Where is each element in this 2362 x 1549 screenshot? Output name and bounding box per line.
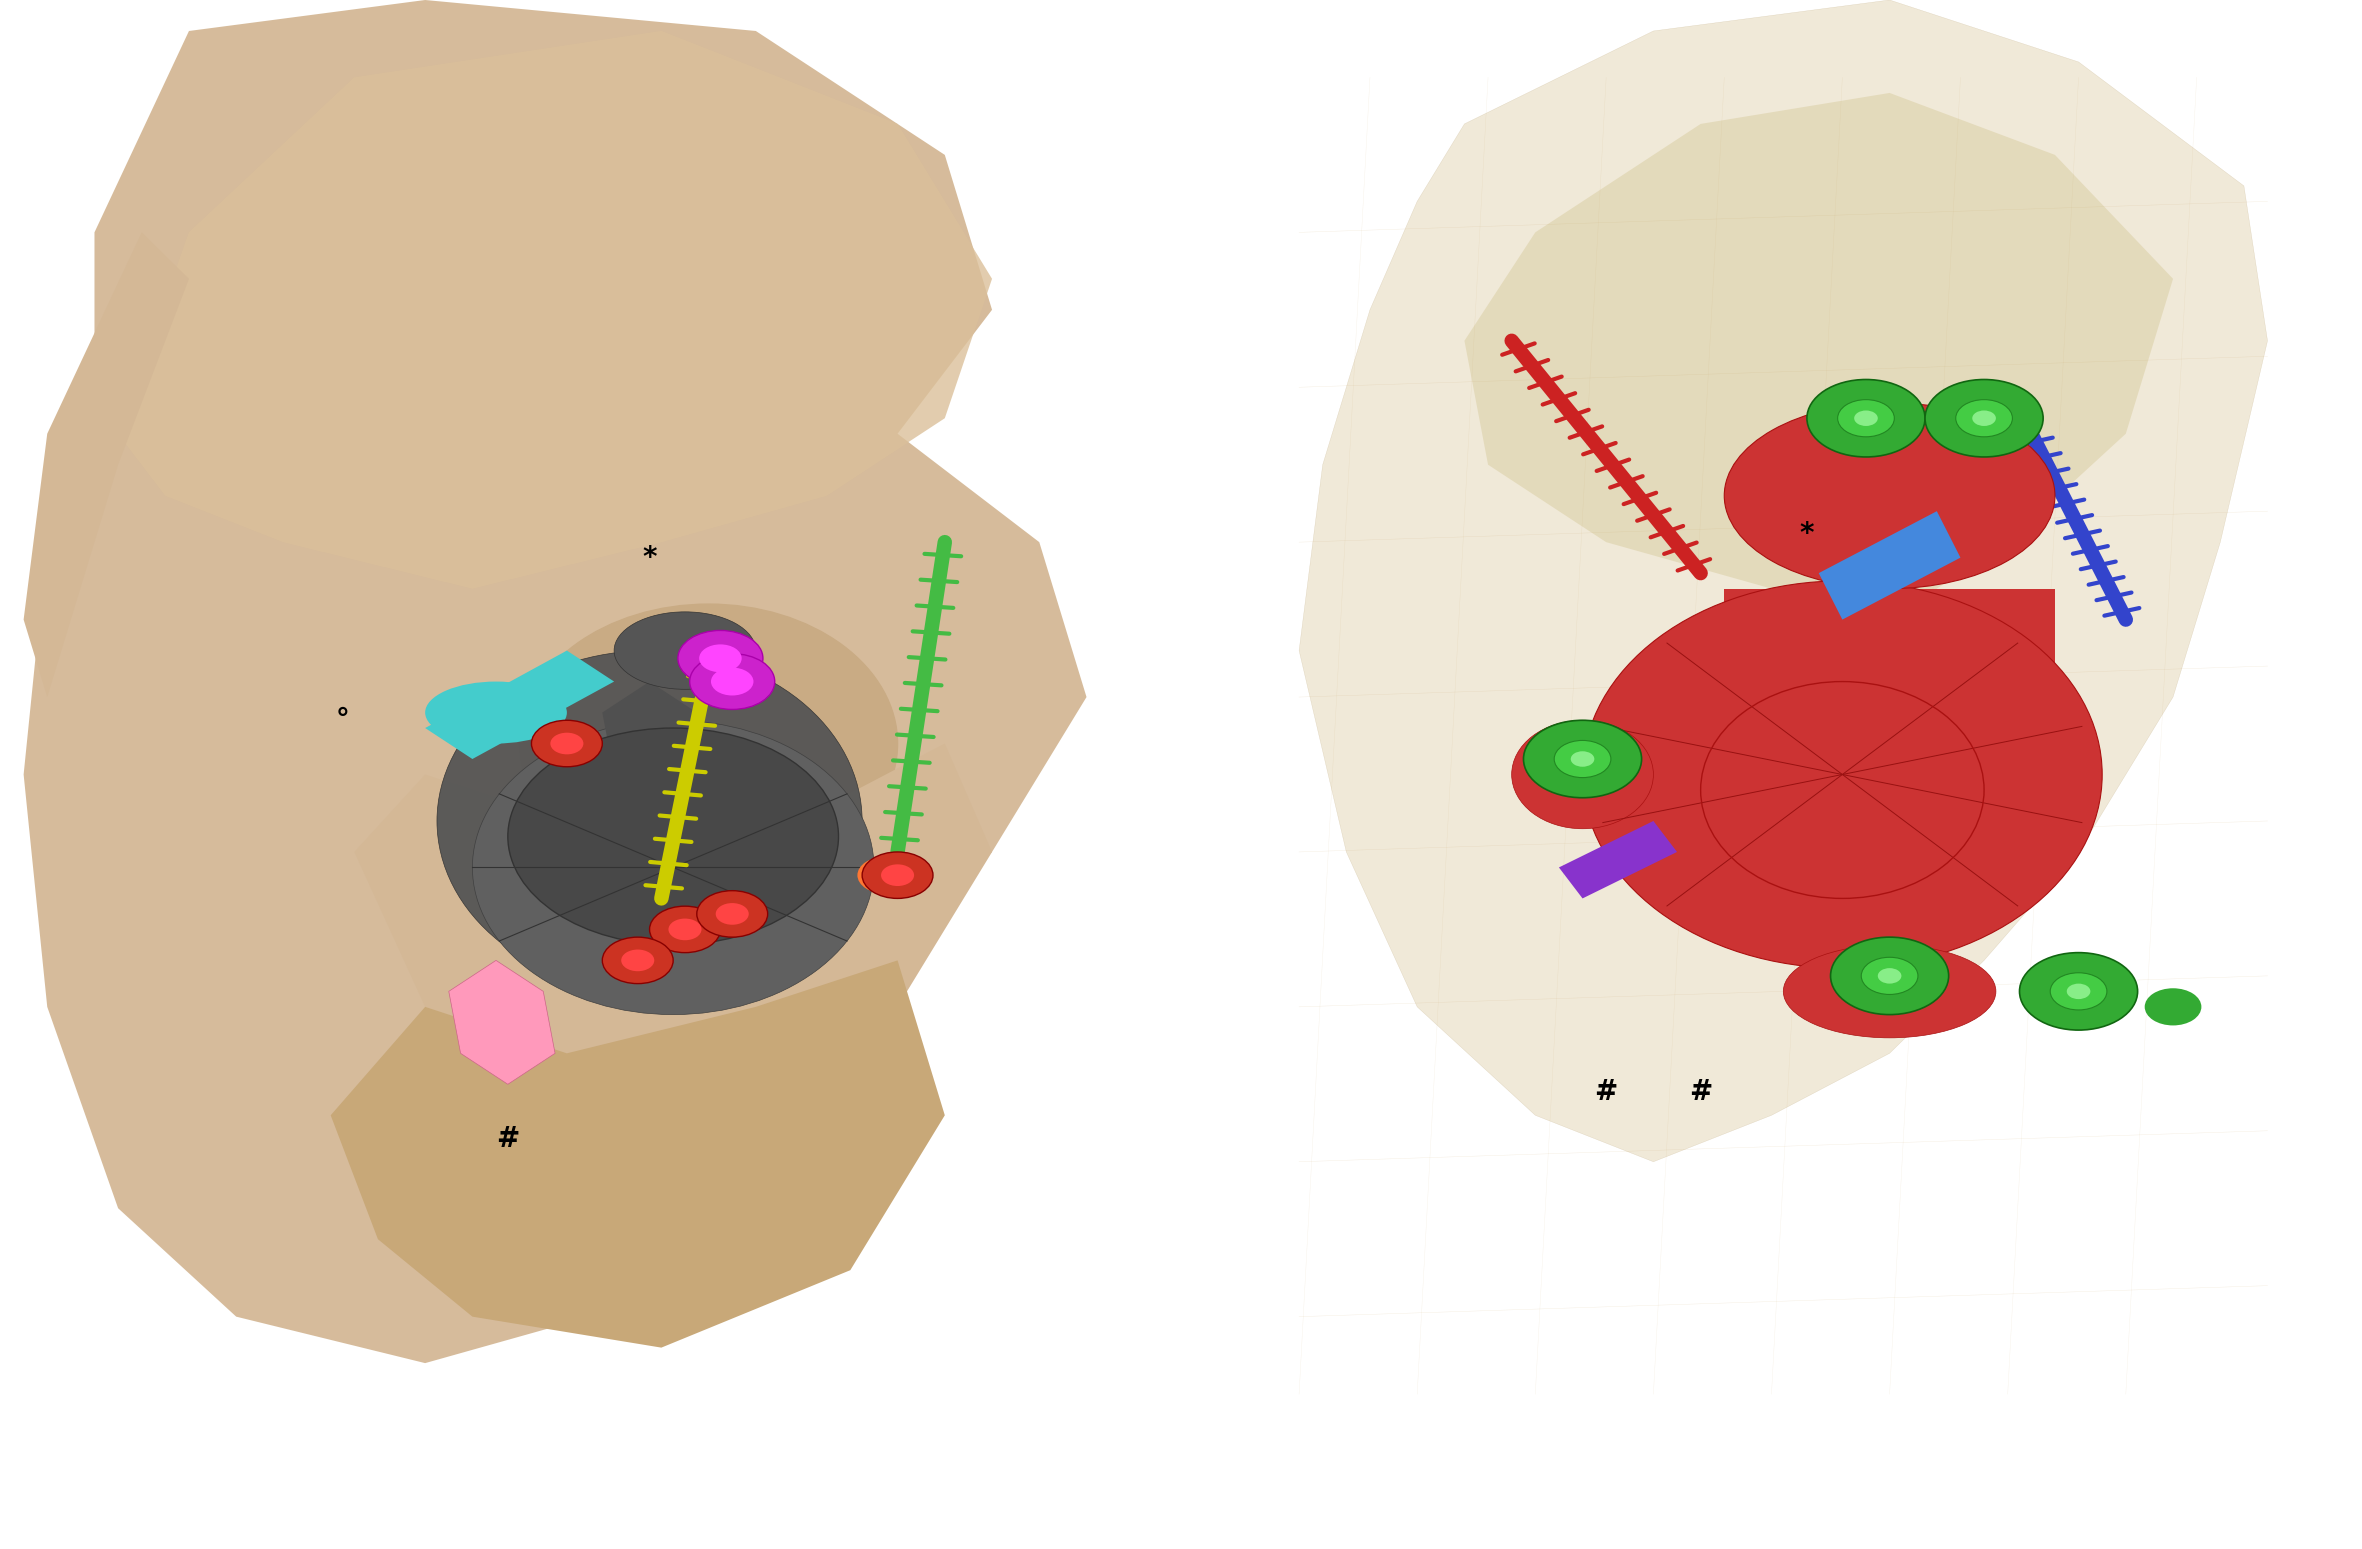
Text: *: *: [1800, 520, 1814, 548]
Circle shape: [508, 728, 839, 945]
Circle shape: [1972, 410, 1996, 426]
Text: #: #: [496, 1125, 520, 1152]
Text: *: *: [642, 544, 657, 572]
Circle shape: [1878, 968, 1901, 984]
Circle shape: [621, 950, 654, 971]
Circle shape: [1523, 720, 1642, 798]
Polygon shape: [1228, 31, 2315, 1518]
Polygon shape: [354, 744, 992, 1084]
Polygon shape: [602, 682, 697, 774]
Circle shape: [1925, 380, 2043, 457]
Polygon shape: [1819, 511, 1960, 620]
Polygon shape: [24, 232, 189, 697]
Circle shape: [2050, 973, 2107, 1010]
Circle shape: [602, 937, 673, 984]
Circle shape: [531, 720, 602, 767]
Ellipse shape: [425, 682, 567, 744]
Ellipse shape: [437, 651, 862, 991]
Ellipse shape: [1783, 945, 1996, 1038]
Circle shape: [1807, 380, 1925, 457]
Polygon shape: [425, 651, 614, 759]
Circle shape: [697, 891, 768, 937]
Circle shape: [857, 857, 914, 894]
Text: °: °: [335, 706, 350, 734]
Circle shape: [2020, 953, 2138, 1030]
Circle shape: [716, 903, 749, 925]
Circle shape: [711, 668, 753, 696]
Circle shape: [1854, 410, 1878, 426]
Circle shape: [1554, 740, 1611, 778]
Bar: [0, 0, 1181, 1549]
Circle shape: [1571, 751, 1594, 767]
Circle shape: [1838, 400, 1894, 437]
Circle shape: [1861, 957, 1918, 994]
Text: #: #: [1689, 1078, 1712, 1106]
Polygon shape: [1559, 821, 1677, 898]
Text: #: #: [1594, 1078, 1618, 1106]
Polygon shape: [118, 31, 992, 589]
Ellipse shape: [1724, 403, 2055, 589]
Ellipse shape: [1512, 720, 1653, 829]
Polygon shape: [331, 960, 945, 1348]
Circle shape: [2067, 984, 2090, 999]
Circle shape: [862, 852, 933, 898]
Polygon shape: [1464, 93, 2173, 620]
Circle shape: [690, 654, 775, 709]
Polygon shape: [1299, 0, 2268, 1162]
Ellipse shape: [472, 720, 874, 1015]
Circle shape: [881, 864, 914, 886]
Circle shape: [699, 644, 742, 672]
Circle shape: [668, 919, 702, 940]
Circle shape: [1956, 400, 2012, 437]
Ellipse shape: [520, 604, 898, 883]
Circle shape: [650, 906, 720, 953]
Circle shape: [550, 733, 583, 754]
Circle shape: [1831, 937, 1949, 1015]
Polygon shape: [1724, 589, 2055, 682]
Circle shape: [2145, 988, 2201, 1025]
Ellipse shape: [1583, 581, 2102, 968]
Polygon shape: [24, 0, 1087, 1363]
Polygon shape: [449, 960, 555, 1084]
Circle shape: [678, 630, 763, 686]
Ellipse shape: [614, 612, 756, 689]
